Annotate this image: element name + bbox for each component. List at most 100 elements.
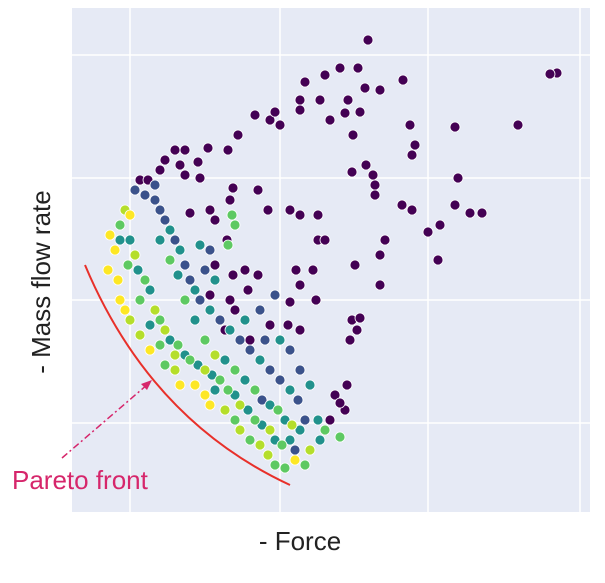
point [154,314,166,326]
point [134,329,146,341]
point [264,319,276,331]
point [222,239,234,251]
point [299,459,311,471]
point [242,404,254,416]
point [272,404,284,416]
point [259,334,271,346]
point [244,434,256,446]
point [254,304,266,316]
annotation: Pareto front [12,465,149,495]
point [209,214,221,226]
point [172,339,184,351]
point [304,444,316,456]
point [226,209,238,221]
point [367,169,379,181]
point [284,384,296,396]
point [239,314,251,326]
point [184,274,196,286]
point [329,389,341,401]
x-axis-label: - Force [259,526,341,556]
point [284,434,296,446]
point [334,397,346,409]
point [222,384,234,396]
point [324,414,336,426]
point [189,379,201,391]
point [351,324,363,336]
point [264,364,276,376]
point [249,109,261,121]
point [109,244,121,256]
point [449,199,461,211]
points [102,34,563,474]
point [124,314,136,326]
point [254,354,266,366]
point [284,204,296,216]
point [369,189,381,201]
point [209,274,221,286]
point [352,62,364,74]
plot-background [72,8,590,512]
point [234,334,246,346]
point [172,269,184,281]
point [224,194,236,206]
point [286,419,298,431]
point [149,179,161,191]
point [294,424,306,436]
point [112,274,124,286]
point [409,139,421,151]
point [294,364,306,376]
point [334,431,346,443]
point [369,179,381,191]
point [154,164,166,176]
point [144,319,156,331]
point [174,159,186,171]
point [214,374,226,386]
point [374,84,386,96]
point [209,349,221,361]
pointer-line [61,383,149,459]
point [341,379,353,391]
point [179,169,191,181]
point [354,106,366,118]
point [249,384,261,396]
point [404,119,416,131]
point [102,264,114,276]
point [314,434,326,446]
point [194,172,206,184]
point [319,69,331,81]
point [219,404,231,416]
point [312,209,324,221]
point [314,94,326,106]
point [464,207,476,219]
point [169,144,181,156]
point [229,304,241,316]
point [434,219,446,231]
point [179,294,191,306]
point [229,414,241,426]
point [269,106,281,118]
point [199,264,211,276]
point [204,244,216,256]
point [476,207,488,219]
point [154,204,166,216]
point [279,462,291,474]
point [342,94,354,106]
point [244,344,256,356]
point [262,449,274,461]
point [114,219,126,231]
point [234,424,246,436]
point [544,68,556,80]
point [209,384,221,396]
point [307,264,319,276]
point [169,234,181,246]
point [262,204,274,216]
point [354,312,366,324]
point [154,234,166,246]
point [406,149,418,161]
point [346,166,358,178]
point [299,76,311,88]
point [114,294,126,306]
point [379,234,391,246]
point [344,334,356,346]
point [269,459,281,471]
